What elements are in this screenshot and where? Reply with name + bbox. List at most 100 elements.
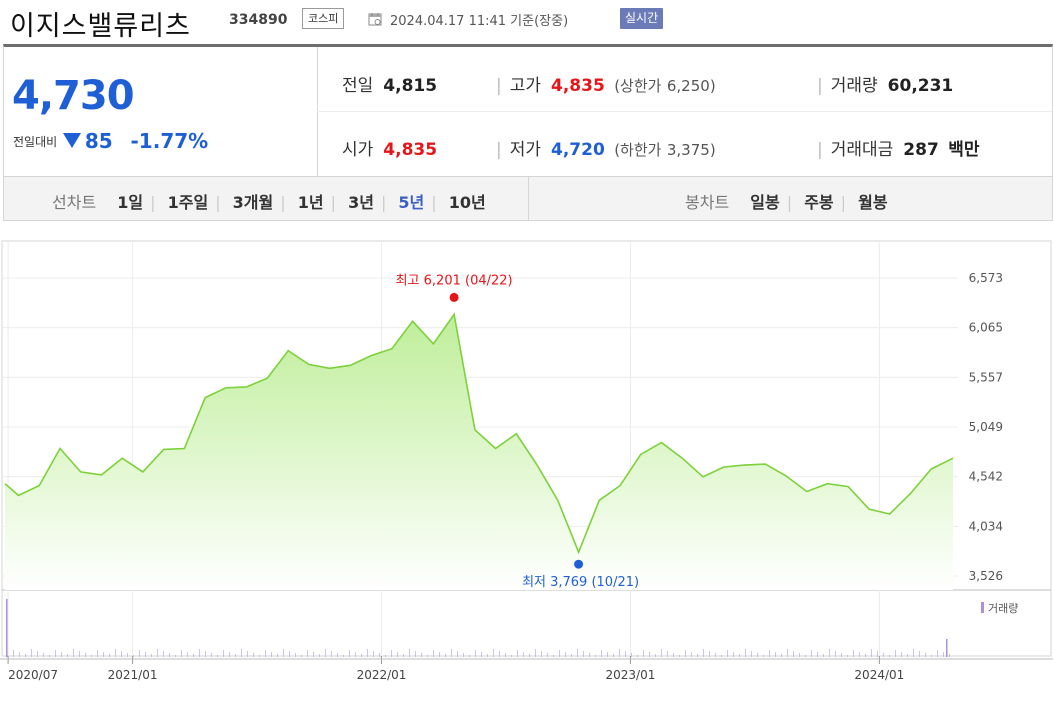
volume-bar xyxy=(217,655,218,657)
volume-bar xyxy=(325,649,326,657)
volume-bar xyxy=(169,653,170,657)
volume-bar xyxy=(865,654,866,657)
price-chart[interactable]: 6,573 6,065 5,557 5,049 4,542 4,034 3,526 2020/… xyxy=(0,221,1053,718)
volume-bar xyxy=(577,649,578,657)
volume-bar xyxy=(847,655,848,657)
tab-weekly[interactable]: 주봉 xyxy=(804,193,834,212)
price-chart-svg: 6,573 6,065 5,557 5,049 4,542 4,034 3,526 2020/… xyxy=(0,240,1053,682)
volume-bar xyxy=(685,650,686,657)
volume-bar xyxy=(841,653,842,657)
volume-bar xyxy=(937,650,938,657)
volume-bar xyxy=(385,655,386,657)
volume-bar xyxy=(859,652,860,657)
volume-bar xyxy=(427,655,428,657)
volume-bar xyxy=(901,652,902,657)
volume-bar xyxy=(67,654,68,657)
volume-bar xyxy=(697,654,698,657)
volume-bar xyxy=(43,653,44,657)
volume-bar xyxy=(235,654,236,657)
volume-bar xyxy=(241,649,242,657)
volume-bar xyxy=(667,651,668,657)
y-tick-label: 5,557 xyxy=(969,370,1003,384)
volume-bar xyxy=(103,652,104,657)
tab-monthly[interactable]: 월봉 xyxy=(858,193,888,212)
tab-10year[interactable]: 10년 xyxy=(448,193,486,212)
divider xyxy=(528,177,529,220)
volume-bar xyxy=(271,652,272,657)
volume-bar xyxy=(529,654,530,657)
down-triangle-icon xyxy=(63,133,81,148)
trade-value: | 거래대금 287 백만 xyxy=(817,140,980,160)
x-tick-label: 2022/01 xyxy=(357,668,407,682)
volume-bar xyxy=(139,650,140,657)
volume-bar xyxy=(463,653,464,657)
volume-bar xyxy=(121,651,122,657)
volume-bar xyxy=(547,653,548,657)
volume-bar xyxy=(709,651,710,657)
volume-bar xyxy=(295,653,296,657)
volume-bar xyxy=(637,655,638,657)
volume-bar xyxy=(565,652,566,657)
tab-1day[interactable]: 1일 xyxy=(117,193,144,212)
volume-bar xyxy=(823,654,824,657)
volume-bar xyxy=(535,649,536,657)
volume-bar xyxy=(6,599,8,657)
volume-bar xyxy=(277,654,278,657)
volume-bar xyxy=(775,652,776,657)
volume-bar xyxy=(73,649,74,657)
volume-bar xyxy=(247,651,248,657)
volume-bar xyxy=(373,651,374,657)
volume-bar xyxy=(787,649,788,657)
volume-bar xyxy=(745,649,746,657)
y-tick-label: 5,049 xyxy=(969,420,1003,434)
volume-bar xyxy=(505,653,506,657)
volume-bar xyxy=(679,655,680,657)
stock-name: 이지스밸류리츠 xyxy=(10,11,191,42)
volume-bar xyxy=(181,650,182,657)
y-tick-label: 3,526 xyxy=(969,569,1003,583)
volume-bar xyxy=(157,649,158,657)
volume-bar xyxy=(127,653,128,657)
min-annotation: 최저 3,769 (10/21) xyxy=(522,575,639,590)
x-tick-label: 2020/07 xyxy=(8,668,58,682)
volume-bar xyxy=(79,651,80,657)
tab-daily[interactable]: 일봉 xyxy=(750,193,780,212)
divider xyxy=(317,111,1052,112)
tab-1year[interactable]: 1년 xyxy=(297,193,324,212)
volume-bar xyxy=(367,649,368,657)
volume-bar xyxy=(913,649,914,657)
volume-bar xyxy=(481,652,482,657)
volume-bar xyxy=(19,652,20,657)
volume-bar xyxy=(379,653,380,657)
realtime-badge[interactable]: 실시간 xyxy=(620,8,664,29)
volume-bar xyxy=(55,650,56,657)
line-chart-label: 선차트 xyxy=(52,193,97,212)
volume-bar xyxy=(757,653,758,657)
volume-bar xyxy=(811,650,812,657)
volume-bar xyxy=(265,650,266,657)
volume-bar xyxy=(259,655,260,657)
volume-bar xyxy=(613,654,614,657)
volume-bar xyxy=(397,652,398,657)
tab-1week[interactable]: 1주일 xyxy=(167,193,209,212)
volume-bar xyxy=(649,652,650,657)
calendar-icon xyxy=(368,13,382,26)
volume-bar xyxy=(61,652,62,657)
volume-bar xyxy=(331,651,332,657)
volume-bar xyxy=(835,651,836,657)
volume-bar xyxy=(307,650,308,657)
volume-bar xyxy=(946,639,948,657)
min-point-marker xyxy=(574,559,584,569)
volume-bar xyxy=(943,652,944,657)
volume-bar xyxy=(931,655,932,657)
volume-bar xyxy=(499,651,500,657)
tab-3month[interactable]: 3개월 xyxy=(232,193,274,212)
volume-bar xyxy=(691,652,692,657)
volume-bar xyxy=(493,649,494,657)
volume-bar xyxy=(601,650,602,657)
volume-bar xyxy=(85,653,86,657)
price-change: 전일대비 85 -1.77% xyxy=(13,129,208,153)
tab-5year[interactable]: 5년 xyxy=(398,193,425,212)
volume-bar xyxy=(703,649,704,657)
tab-3year[interactable]: 3년 xyxy=(348,193,374,212)
